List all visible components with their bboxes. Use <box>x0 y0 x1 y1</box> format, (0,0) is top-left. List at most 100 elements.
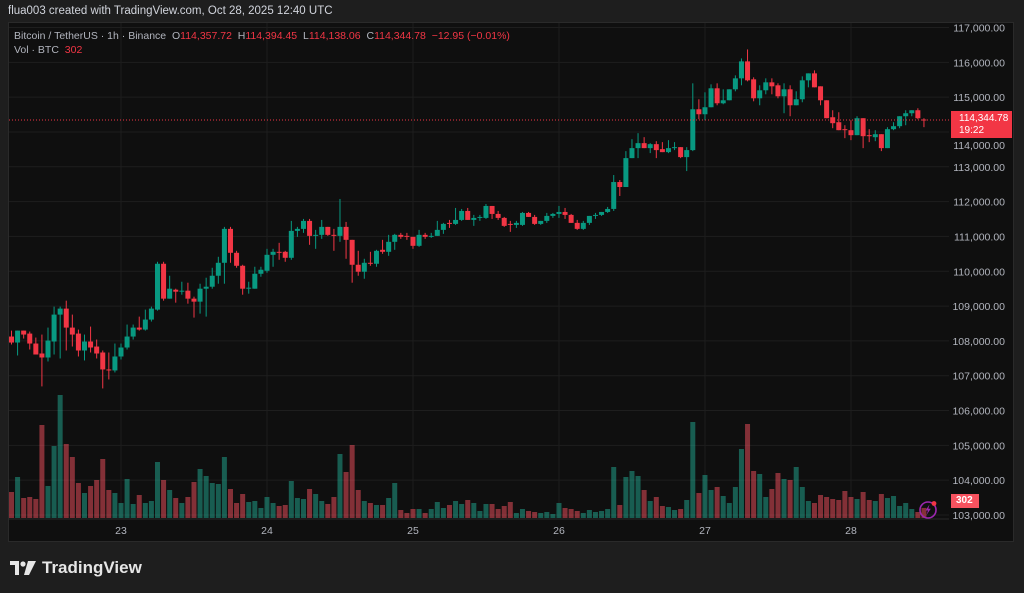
legend-high-value: 114,394.45 <box>245 30 298 42</box>
y-tick-label: 109,000.00 <box>952 301 1005 313</box>
candle-body <box>690 109 696 151</box>
volume-bar <box>665 507 671 518</box>
candle-body <box>526 212 532 217</box>
price-axis[interactable]: 117,000.00 116,000.00 115,000.00 114,000.00… <box>952 23 1005 523</box>
volume-bar <box>751 471 757 518</box>
volume-bar <box>641 490 647 518</box>
candle-body <box>240 265 246 289</box>
volume-bar <box>209 483 215 518</box>
candle-body <box>173 289 179 292</box>
candle-body <box>63 308 69 328</box>
candle-body <box>745 61 751 81</box>
y-tick-label: 108,000.00 <box>952 336 1005 348</box>
candle-body <box>118 347 124 357</box>
candle-body <box>903 113 909 117</box>
volume-badge: 302 <box>951 494 979 508</box>
volume-bar <box>471 503 477 518</box>
volume-bar <box>27 497 33 518</box>
legend-open-label: O <box>171 30 181 42</box>
volume-bar <box>167 490 173 518</box>
volume-bar <box>75 483 81 518</box>
candle-body <box>434 229 440 236</box>
volume-bar <box>921 507 927 518</box>
volume-bar <box>903 503 909 518</box>
volume-bar <box>647 501 653 518</box>
candle-body <box>696 109 702 115</box>
candle-body <box>659 149 665 153</box>
y-tick-label: 114,000.00 <box>953 140 1005 152</box>
volume-bar <box>738 449 744 518</box>
volume-bar <box>57 395 63 518</box>
candle-body <box>422 234 428 237</box>
candle-body <box>811 73 817 88</box>
candle-body <box>592 214 598 216</box>
candle-body <box>854 118 860 136</box>
candle-body <box>732 78 738 90</box>
volume-bar <box>51 446 57 518</box>
volume-bar <box>148 501 154 518</box>
legend-low-label: L <box>303 30 309 42</box>
candle-body <box>617 182 623 188</box>
candle-body <box>106 369 112 371</box>
candles <box>9 49 927 389</box>
candle-body <box>842 129 848 131</box>
candle-body <box>100 352 106 370</box>
time-axis[interactable]: 23 24 25 26 27 28 <box>115 525 857 537</box>
volume-bar <box>69 457 75 518</box>
candle-body <box>9 336 14 343</box>
volume-bar <box>398 510 404 518</box>
legend-symbol[interactable]: Bitcoin / TetherUS · 1h · Binance <box>14 30 167 42</box>
candle-body <box>891 126 897 130</box>
candle-body <box>227 228 233 253</box>
volume-bar <box>428 509 434 518</box>
candle-body <box>513 222 519 225</box>
volume-bar <box>276 506 282 518</box>
candle-body <box>471 217 477 220</box>
volume-bar <box>897 506 903 518</box>
candle-body <box>532 216 538 224</box>
volume-bar <box>88 486 94 518</box>
volume-bar <box>422 513 428 518</box>
volume-bar <box>556 503 562 518</box>
volume-bar <box>702 475 708 518</box>
volume-bar <box>532 512 538 518</box>
volume-bar <box>586 510 592 518</box>
volume-bar <box>708 490 714 518</box>
candle-body <box>830 117 836 124</box>
candle-body <box>234 252 240 266</box>
y-tick-label: 117,000.00 <box>953 23 1005 35</box>
chart-legend: Bitcoin / TetherUS · 1h · Binance O 114,3… <box>14 29 510 57</box>
volume-bar <box>836 500 842 518</box>
candle-body <box>39 353 45 358</box>
candle-body <box>915 110 921 119</box>
volume-bar <box>720 496 726 518</box>
candle-body <box>373 250 379 264</box>
candle-body <box>282 251 288 258</box>
volume-bar <box>15 477 21 518</box>
legend-volume-label[interactable]: Vol · BTC <box>14 44 59 56</box>
chart-frame <box>8 22 1014 542</box>
lightning-alert-icon[interactable] <box>918 498 940 520</box>
candle-body <box>878 134 884 149</box>
volume-bar <box>282 505 288 518</box>
volume-bar <box>519 509 525 518</box>
candle-body <box>148 308 154 320</box>
candle-body <box>130 327 136 337</box>
volume-bar <box>45 486 51 518</box>
volume-bar <box>453 501 459 518</box>
candle-body <box>562 211 568 215</box>
volume-bar <box>884 498 890 518</box>
volume-bar <box>39 425 45 518</box>
volume-bars <box>9 395 927 518</box>
candle-body <box>477 216 483 218</box>
candle-body <box>519 212 525 225</box>
volume-bar <box>592 512 598 518</box>
tradingview-logo[interactable]: TradingView <box>10 558 142 578</box>
volume-bar <box>891 496 897 518</box>
candle-body <box>75 333 81 351</box>
candle-body <box>380 249 386 252</box>
candle-body <box>629 148 635 159</box>
candle-body <box>757 90 763 99</box>
volume-bar <box>300 499 306 518</box>
